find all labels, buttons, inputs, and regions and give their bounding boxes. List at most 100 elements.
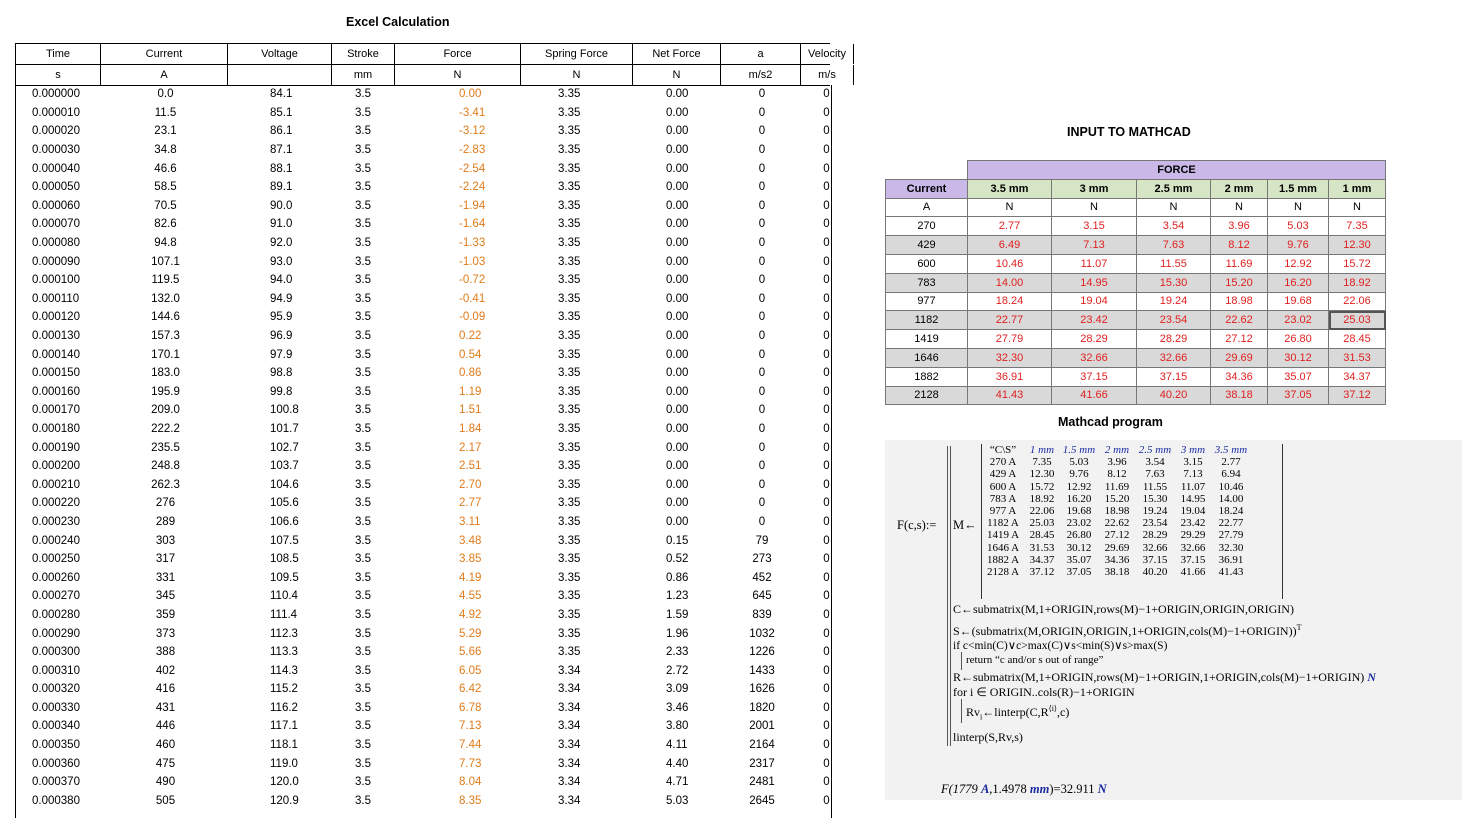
force-value: 22.62 — [1210, 310, 1268, 331]
table-cell: 3.5 — [355, 106, 371, 119]
table-cell: 3.35 — [558, 88, 581, 101]
table-cell: 1.23 — [666, 590, 689, 603]
table-row: 0.000070 82.6 91.0 3.5 -1.64 3.35 0.00 0 0 — [16, 215, 831, 234]
table-row: 0.000000 0.0 84.1 3.5 0.00 3.35 0.00 0 0 — [16, 85, 831, 104]
matrix-cell: 30.12 — [1066, 541, 1092, 554]
table-cell: 0 — [823, 683, 830, 696]
matrix-cell: 22.06 — [1029, 504, 1055, 517]
table-cell: 0.000110 — [32, 292, 80, 305]
table-cell: 0 — [758, 330, 766, 343]
table-cell: 0 — [823, 553, 830, 566]
table-cell: 3.34 — [558, 664, 581, 677]
table-cell: 0.000260 — [32, 571, 80, 584]
matrix-cell: 32.30 — [1218, 541, 1244, 554]
table-cell: 46.6 — [154, 162, 177, 175]
table-cell: 0 — [758, 367, 766, 380]
force-value: 9.76 — [1267, 235, 1329, 255]
table-cell: 416 — [155, 683, 176, 696]
force-value: 15.30 — [1136, 272, 1211, 293]
stroke-header: 2 mm — [1210, 178, 1268, 199]
table-cell: 0 — [823, 720, 830, 733]
table-cell: 0.000120 — [32, 311, 80, 324]
table-cell: 3.35 — [558, 608, 581, 621]
table-row: 0.000010 11.5 85.1 3.5 -3.41 3.35 0.00 0 0 — [16, 104, 831, 123]
table-row: 0.000060 70.5 90.0 3.5 -1.94 3.35 0.00 0 0 — [16, 197, 831, 216]
table-cell: 98.8 — [270, 367, 293, 380]
column-header: Force — [395, 44, 521, 64]
table-cell: 0 — [823, 367, 830, 380]
matrix-cell: 40.20 — [1142, 565, 1168, 578]
matrix-row: 1182 A 25.03 23.02 22.62 23.54 23.42 22.77 — [982, 517, 1282, 529]
force-value: 37.15 — [1051, 366, 1137, 387]
table-cell: 3.5 — [355, 683, 371, 696]
force-value: 27.12 — [1210, 329, 1268, 349]
table-cell: -1.94 — [459, 199, 486, 212]
table-row: 0.000050 58.5 89.1 3.5 -2.24 3.35 0.00 0 0 — [16, 178, 831, 197]
table-cell: 3.80 — [666, 720, 689, 733]
table-cell: 3.5 — [355, 515, 371, 528]
matrix-cell: 15.30 — [1142, 492, 1168, 505]
matrix-cell: 23.42 — [1180, 517, 1206, 530]
matrix-cell: 22.77 — [1218, 517, 1244, 530]
table-cell: 112.3 — [270, 627, 298, 640]
table-cell: 402 — [155, 664, 176, 677]
matrix-cell: 37.15 — [1180, 553, 1206, 566]
table-cell: 0.00 — [666, 106, 689, 119]
table-cell: 0.00 — [666, 218, 689, 231]
force-value: 23.42 — [1051, 310, 1137, 331]
matrix-cell: 19.68 — [1066, 504, 1092, 517]
matrix-header-cell: 3 mm — [1180, 444, 1206, 456]
table-cell: 2164 — [749, 739, 775, 752]
table-cell: 3.35 — [558, 255, 581, 268]
matrix-cell: 15.20 — [1104, 492, 1130, 505]
table-cell: 3.5 — [355, 441, 371, 454]
table-cell: 505 — [155, 794, 176, 807]
table-cell: 0.000240 — [32, 534, 80, 547]
rv-rest: ←linterp(C,R — [982, 705, 1049, 719]
table-cell: 0 — [823, 237, 830, 250]
table-cell: 0 — [758, 478, 766, 491]
table-cell: 84.1 — [270, 88, 293, 101]
column-unit: A — [101, 65, 228, 85]
force-value: 19.68 — [1267, 291, 1329, 312]
table-cell: 104.6 — [270, 478, 299, 491]
table-cell: 92.0 — [270, 237, 293, 250]
force-value: 3.96 — [1210, 216, 1268, 237]
table-cell: -0.41 — [459, 292, 486, 305]
table-cell: 359 — [155, 608, 176, 621]
table-cell: 0 — [758, 88, 766, 101]
table-cell: 8.04 — [459, 776, 482, 789]
table-cell: 3.35 — [558, 292, 581, 305]
table-cell: 58.5 — [154, 181, 177, 194]
table-cell: 0 — [823, 460, 830, 473]
table-cell: 3.5 — [355, 88, 371, 101]
force-value: 37.05 — [1267, 385, 1329, 406]
table-cell: 3.35 — [558, 590, 581, 603]
table-row: 0.000040 46.6 88.1 3.5 -2.54 3.35 0.00 0 0 — [16, 159, 831, 178]
table-cell: 3.34 — [558, 794, 581, 807]
table-cell: 3.5 — [355, 478, 371, 491]
table-cell: 0.000350 — [32, 739, 80, 752]
mathcad-program: F(c,s):= M← “C\S” 1 mm 1.5 mm 2 mm 2.5 mm 3 m… — [885, 440, 1462, 800]
table-row: 270 2.77 3.15 3.54 3.96 5.03 7.35 — [885, 216, 1386, 237]
matrix-cell: 19.24 — [1142, 504, 1168, 517]
current-header: Current — [885, 178, 968, 199]
table-cell: 3.5 — [355, 292, 371, 305]
table-cell: 0.22 — [459, 330, 482, 343]
matrix-cell: 34.37 — [1029, 553, 1055, 566]
force-value: 19.24 — [1136, 291, 1211, 312]
table-cell: 0.54 — [459, 348, 482, 361]
table-cell: 120.0 — [270, 776, 299, 789]
table-cell: 3.35 — [558, 218, 581, 231]
table-row: 0.000220 276 105.6 3.5 2.77 3.35 0.00 0 0 — [16, 494, 831, 513]
matrix-cell: 18.98 — [1104, 504, 1130, 517]
table-cell: 0 — [823, 757, 830, 770]
table-cell: 3.5 — [355, 739, 371, 752]
table-cell: 89.1 — [270, 181, 293, 194]
m-assign: M← — [953, 518, 977, 532]
table-cell: 0.00 — [666, 199, 689, 212]
table-cell: 0.000160 — [32, 385, 80, 398]
table-cell: 0 — [758, 385, 766, 398]
force-value: 7.63 — [1136, 235, 1211, 255]
table-cell: 0 — [758, 422, 766, 435]
